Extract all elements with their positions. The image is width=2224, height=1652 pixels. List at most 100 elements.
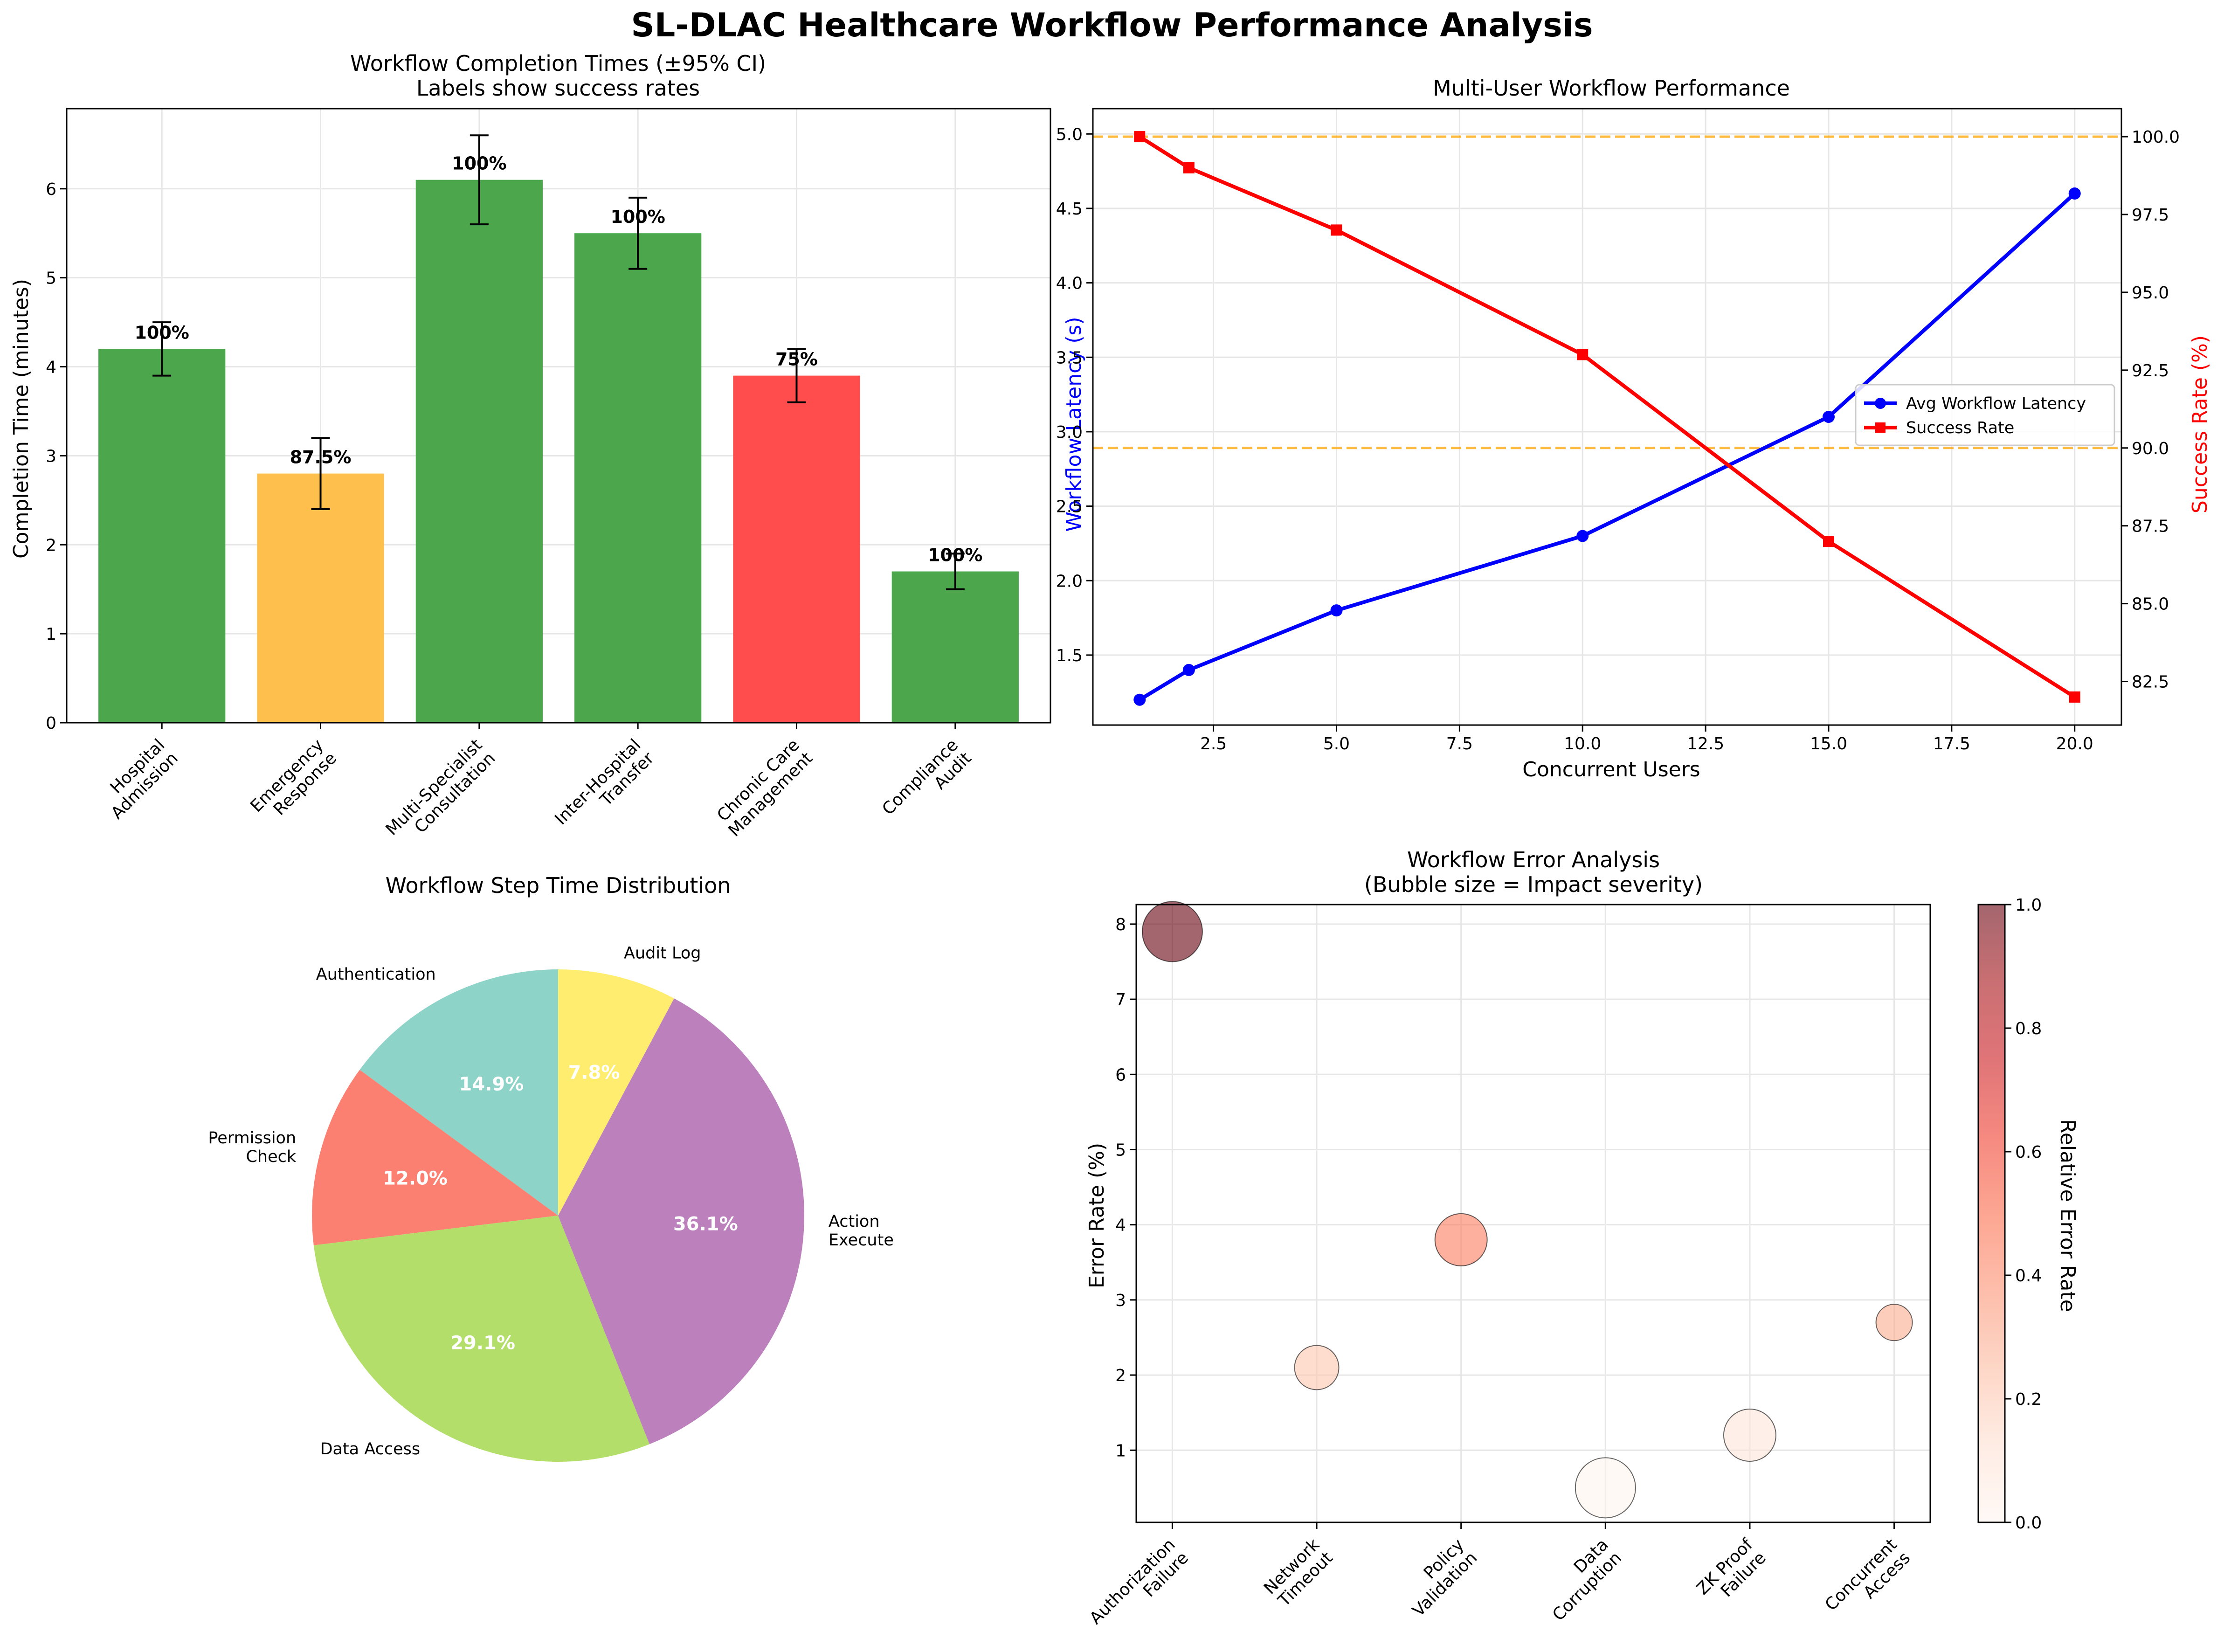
- bar-chart-ytick-label: 6: [46, 180, 56, 199]
- bar: [415, 180, 543, 723]
- bubble-chart-title: Workflow Error Analysis: [1407, 847, 1660, 872]
- bar-chart-xtick-label: Chronic CareManagement: [711, 735, 816, 840]
- pie-percent-label: 29.1%: [450, 1333, 515, 1354]
- bar: [891, 571, 1019, 723]
- bubble-chart-xtick-label: ZK ProofFailure: [1693, 1534, 1770, 1611]
- line-chart-xtick-label: 10.0: [1564, 734, 1601, 753]
- bar: [574, 233, 702, 723]
- bar-data-label: 100%: [452, 153, 506, 174]
- line-chart-ytick-label-right: 97.5: [2132, 206, 2169, 225]
- pie-slice: [558, 969, 674, 1216]
- bar-chart-ytick-label: 3: [46, 447, 56, 466]
- line-chart-xtick-label: 12.5: [1687, 734, 1724, 753]
- bar-chart-xtick-label: HospitalAdmission: [94, 735, 182, 823]
- error-bubble: [1294, 1345, 1340, 1390]
- bar-chart-xtick-label: Inter-HospitalTransfer: [551, 735, 658, 842]
- line-chart-xtick-label: 7.5: [1446, 734, 1473, 753]
- legend-marker: [1875, 398, 1886, 409]
- line-chart-ytick-label-left: 3.5: [1056, 348, 1083, 367]
- line-chart-ylabel-right: Success Rate (%): [2188, 335, 2212, 513]
- bar-chart-title: Workflow Completion Times (±95% CI): [350, 51, 766, 76]
- line-chart-xlabel: Concurrent Users: [1522, 758, 1700, 781]
- bar: [733, 375, 860, 723]
- bubble-chart-ytick-label: 8: [1115, 915, 1126, 934]
- line-chart-ytick-label-left: 4.0: [1056, 274, 1083, 293]
- line-chart-legend: Avg Workflow Latency Success Rate: [1855, 384, 2115, 446]
- bubble-chart-ytick-label: 6: [1115, 1065, 1126, 1085]
- bar-chart-ytick-label: 0: [46, 714, 56, 733]
- data-point: [1133, 693, 1146, 706]
- line-chart-ytick-label-right: 85.0: [2132, 595, 2169, 614]
- pie-category-label: Permission Check: [208, 1129, 297, 1166]
- bubble-chart-xtick-label: DataCorruption: [1536, 1535, 1625, 1624]
- bubble-chart-xtick-label: ConcurrentAccess: [1822, 1535, 1914, 1628]
- line-chart-ytick-label-left: 5.0: [1056, 125, 1083, 144]
- bubble-chart-subtitle: (Bubble size = Impact severity): [1364, 872, 1703, 897]
- data-point: [2069, 691, 2080, 703]
- bubble-chart-ylabel: Error Rate (%): [1085, 1143, 1109, 1288]
- colorbar: [1977, 904, 2006, 1523]
- bar-chart-xtick-label: Multi-SpecialistConsultation: [382, 735, 499, 852]
- pie-slice: [558, 998, 805, 1445]
- line-chart-ytick-label-right: 90.0: [2132, 439, 2169, 458]
- bubble-chart-ytick-label: 3: [1115, 1291, 1126, 1310]
- line-chart-ytick-label-left: 1.5: [1056, 646, 1083, 665]
- error-bubble: [1723, 1409, 1776, 1462]
- pie-slice: [311, 1070, 558, 1245]
- line-chart-ytick-label-right: 95.0: [2132, 283, 2169, 303]
- line-chart-xtick-label: 2.5: [1200, 734, 1227, 753]
- colorbar-tick-label: 0.2: [2015, 1390, 2042, 1409]
- pie-percent-label: 12.0%: [383, 1168, 448, 1189]
- bar-data-label: 75%: [775, 349, 818, 370]
- bar-chart-subtitle: Labels show success rates: [416, 76, 700, 101]
- line-chart-panel: Multi-User Workflow Performance Concurre…: [1056, 76, 2212, 781]
- error-bubble: [1434, 1213, 1488, 1266]
- bubble-chart-ytick-label: 1: [1115, 1441, 1126, 1460]
- bar-chart-ytick-label: 2: [46, 536, 56, 555]
- series-line: [1139, 192, 2076, 702]
- error-bubble: [1141, 901, 1203, 962]
- bar: [257, 473, 384, 723]
- bar-chart-xtick-label: ComplianceAudit: [878, 735, 975, 832]
- series-line: [1139, 135, 2076, 699]
- line-chart-ylabel-left: Workflow Latency (s): [1062, 317, 1086, 532]
- line-chart-ytick-label-right: 87.5: [2132, 517, 2169, 536]
- figure-title: SL-DLAC Healthcare Workflow Performance …: [631, 6, 1593, 44]
- data-point: [1330, 604, 1343, 617]
- bubble-chart-ytick-label: 7: [1115, 990, 1126, 1009]
- data-point: [1134, 131, 1146, 143]
- bar-chart-ytick-label: 5: [46, 269, 56, 288]
- bubble-chart-xtick-label: NetworkTimeout: [1260, 1535, 1337, 1611]
- bubble-chart-grid: [1136, 905, 1930, 1522]
- line-chart-xtick-label: 17.5: [1933, 734, 1970, 753]
- legend-box: [1855, 384, 2115, 446]
- bar-chart-frame: [66, 108, 1051, 724]
- data-point: [1331, 224, 1342, 236]
- line-chart-ytick-label-left: 4.5: [1056, 200, 1083, 219]
- pie-chart-panel: Workflow Step Time Distribution 14.9% Aut…: [208, 873, 894, 1462]
- line-chart-xtick-label: 15.0: [1810, 734, 1847, 753]
- legend-marker: [1875, 422, 1886, 433]
- bubble-chart-frame: [1135, 904, 1931, 1523]
- pie-percent-label: 7.8%: [568, 1062, 620, 1084]
- bar: [98, 349, 226, 723]
- pie-percent-label: 14.9%: [459, 1073, 524, 1095]
- pie-chart-title: Workflow Step Time Distribution: [386, 873, 731, 898]
- pie-percent-label: 36.1%: [673, 1213, 738, 1235]
- bar-chart-xtick-label: EmergencyResponse: [247, 735, 340, 829]
- line-chart-frame: [1092, 108, 2122, 726]
- colorbar-tick-label: 0.0: [2015, 1514, 2042, 1533]
- error-bubble: [1875, 1304, 1913, 1341]
- data-point: [1577, 349, 1589, 360]
- bubble-chart-panel: Workflow Error Analysis (Bubble size = I…: [1085, 847, 2079, 1641]
- pie-slice: [313, 1216, 650, 1462]
- bar-chart-panel: Workflow Completion Times (±95% CI) Labe…: [9, 51, 1051, 852]
- bar-chart-ylabel: Completion Time (minutes): [9, 279, 33, 559]
- bubble-chart-ytick-label: 4: [1115, 1216, 1126, 1235]
- pie-category-label: Action Execute: [829, 1212, 894, 1250]
- line-chart-xtick-label: 20.0: [2056, 734, 2093, 753]
- bar-data-label: 100%: [928, 545, 982, 566]
- bar-chart-ytick-label: 4: [46, 358, 56, 377]
- colorbar-tick-label: 1.0: [2015, 896, 2042, 915]
- bubble-chart-xtick-label: AuthorizationFailure: [1086, 1535, 1192, 1641]
